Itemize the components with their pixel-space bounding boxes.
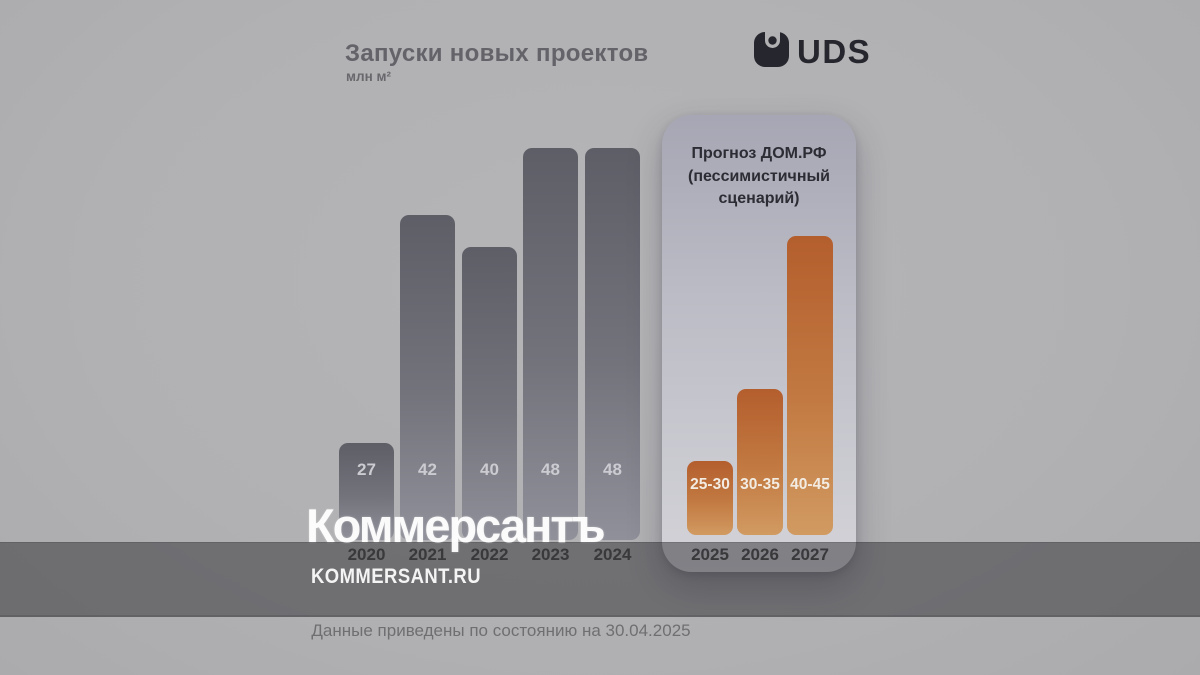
bar-2026 [737, 389, 783, 535]
bar-value-2020: 27 [357, 460, 376, 479]
x-label-2026: 2026 [741, 545, 779, 564]
bar-value-2027: 40-45 [790, 476, 830, 493]
forecast-panel-label: Прогноз ДОМ.РФ (пессимистичный сценарий) [687, 145, 830, 208]
bar-value-2021: 42 [418, 460, 437, 479]
bar-2021 [400, 215, 455, 540]
chart-unit-label: млн м² [346, 69, 391, 84]
bar-value-2026: 30-35 [740, 476, 780, 493]
x-label-2020: 2020 [347, 545, 386, 564]
kommersant-site-watermark: KOMMERSANT.RU [311, 565, 481, 588]
bar-2027 [787, 236, 833, 535]
bar-2022 [462, 247, 517, 540]
x-label-2025: 2025 [691, 545, 729, 564]
x-label-2022: 2022 [470, 545, 509, 564]
bar-2023 [523, 148, 578, 540]
x-label-2023: 2023 [531, 545, 570, 564]
uds-logo-text: UDS [797, 33, 872, 70]
bar-value-2024: 48 [603, 460, 622, 479]
bar-2020 [339, 443, 394, 540]
data-as-of-note: Данные приведены по состоянию на 30.04.2… [311, 621, 691, 640]
axis-band [0, 542, 1200, 617]
uds-logo-icon [753, 31, 790, 73]
page-title: Запуски новых проектов [345, 40, 649, 67]
bar-value-2022: 40 [480, 460, 499, 479]
bar-2025 [687, 461, 733, 535]
uds-logo: UDS [753, 31, 871, 73]
x-label-2021: 2021 [408, 545, 447, 564]
bar-2024 [585, 148, 640, 540]
kommersant-watermark: Коммерсантъ [306, 499, 606, 552]
x-label-2024: 2024 [593, 545, 632, 564]
bar-value-2023: 48 [541, 460, 560, 479]
bar-value-2025: 25-30 [690, 476, 730, 493]
x-label-2027: 2027 [791, 545, 829, 564]
